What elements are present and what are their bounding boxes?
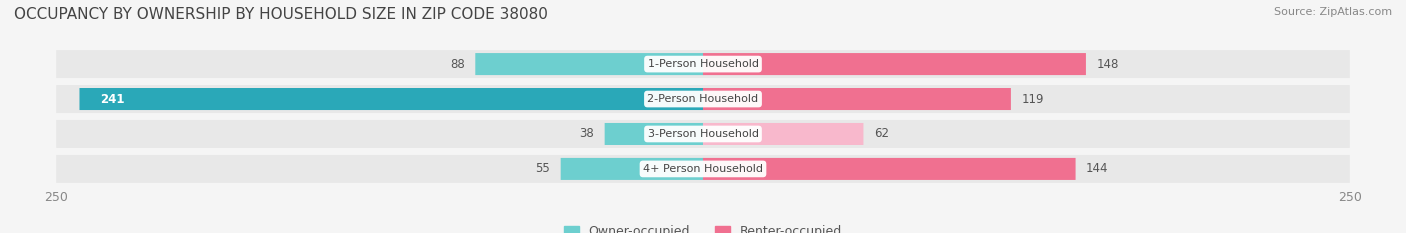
Text: 241: 241 <box>100 93 125 106</box>
Text: 55: 55 <box>536 162 550 175</box>
Text: 1-Person Household: 1-Person Household <box>648 59 758 69</box>
Legend: Owner-occupied, Renter-occupied: Owner-occupied, Renter-occupied <box>558 220 848 233</box>
Text: 119: 119 <box>1021 93 1043 106</box>
Text: 3-Person Household: 3-Person Household <box>648 129 758 139</box>
Text: 144: 144 <box>1085 162 1108 175</box>
FancyBboxPatch shape <box>56 120 1350 148</box>
FancyBboxPatch shape <box>80 88 703 110</box>
FancyBboxPatch shape <box>56 155 1350 183</box>
FancyBboxPatch shape <box>56 50 1350 78</box>
FancyBboxPatch shape <box>475 53 703 75</box>
FancyBboxPatch shape <box>703 53 1085 75</box>
Text: 2-Person Household: 2-Person Household <box>647 94 759 104</box>
FancyBboxPatch shape <box>561 158 703 180</box>
Text: 38: 38 <box>579 127 595 140</box>
FancyBboxPatch shape <box>56 85 1350 113</box>
Text: OCCUPANCY BY OWNERSHIP BY HOUSEHOLD SIZE IN ZIP CODE 38080: OCCUPANCY BY OWNERSHIP BY HOUSEHOLD SIZE… <box>14 7 548 22</box>
Text: Source: ZipAtlas.com: Source: ZipAtlas.com <box>1274 7 1392 17</box>
Text: 148: 148 <box>1097 58 1119 71</box>
FancyBboxPatch shape <box>703 123 863 145</box>
Text: 88: 88 <box>450 58 465 71</box>
Text: 4+ Person Household: 4+ Person Household <box>643 164 763 174</box>
FancyBboxPatch shape <box>703 88 1011 110</box>
FancyBboxPatch shape <box>703 158 1076 180</box>
FancyBboxPatch shape <box>605 123 703 145</box>
Text: 62: 62 <box>873 127 889 140</box>
